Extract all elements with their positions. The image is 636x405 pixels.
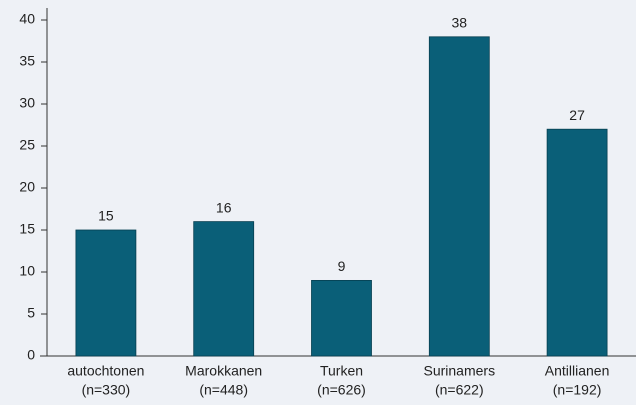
x-tick-label: Marokkanen xyxy=(185,363,262,379)
y-tick-label: 25 xyxy=(19,137,35,153)
value-label: 27 xyxy=(569,107,585,123)
x-tick-label: (n=192) xyxy=(553,382,602,398)
value-label: 16 xyxy=(216,199,232,215)
y-tick-label: 30 xyxy=(19,95,35,111)
value-label: 38 xyxy=(452,15,468,31)
value-label: 9 xyxy=(338,258,346,274)
bar xyxy=(193,221,255,357)
value-label: 15 xyxy=(98,208,114,224)
y-tick-label: 10 xyxy=(19,263,35,279)
x-tick-label: Turken xyxy=(320,363,363,379)
bar xyxy=(428,36,490,357)
bar xyxy=(546,128,608,357)
y-tick-label: 20 xyxy=(19,179,35,195)
x-tick-label: (n=626) xyxy=(317,382,366,398)
y-tick-label: 0 xyxy=(27,347,35,363)
bar xyxy=(75,229,137,357)
x-tick-label: Surinamers xyxy=(424,363,496,379)
x-tick-label: Antillianen xyxy=(545,363,610,379)
x-tick-label: autochtonen xyxy=(67,363,144,379)
y-tick-label: 15 xyxy=(19,221,35,237)
x-tick-label: (n=330) xyxy=(82,382,131,398)
x-tick-label: (n=448) xyxy=(199,382,248,398)
y-tick-label: 40 xyxy=(19,11,35,27)
x-tick-label: (n=622) xyxy=(435,382,484,398)
bar xyxy=(311,279,372,357)
y-tick-label: 35 xyxy=(19,53,35,69)
y-tick-label: 5 xyxy=(27,305,35,321)
